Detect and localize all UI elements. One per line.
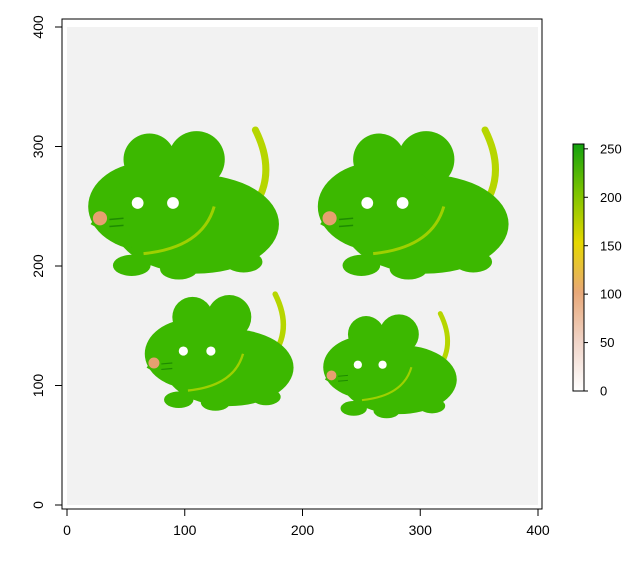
mouse-foot-1 (342, 254, 381, 276)
legend-tick-label: 250 (600, 141, 622, 156)
x-tick-label: 200 (291, 522, 315, 538)
y-tick-label: 0 (30, 501, 46, 509)
mouse-snout (90, 182, 132, 248)
mouse-2 (317, 126, 509, 280)
legend-tick-label: 200 (600, 190, 622, 205)
mouse-foot-3 (418, 398, 446, 414)
mouse-snout (320, 182, 362, 248)
mouse-collar (361, 366, 413, 402)
mouse-1 (88, 126, 279, 280)
mouse-eye-1 (178, 346, 188, 356)
legend-tick-label: 150 (600, 238, 622, 253)
mouse-foot-2 (373, 403, 400, 419)
mouse-foot-3 (454, 251, 493, 273)
x-axis: 0 100 200 300 400 (63, 508, 550, 538)
legend-tick-label: 100 (600, 287, 622, 302)
mouse-whisker-2 (338, 217, 354, 221)
mouse-4 (323, 311, 457, 419)
mouse-eye-2 (206, 346, 216, 356)
mouse-foot-2 (160, 258, 198, 280)
mouse-whisker-2 (161, 362, 173, 365)
mouse-eye-1 (361, 197, 374, 209)
mouse-foot-2 (389, 258, 428, 280)
legend-tick-label: 0 (600, 384, 607, 399)
x-tick-label: 300 (409, 522, 433, 538)
plot-area (61, 18, 543, 510)
mouse-eye-1 (353, 360, 362, 369)
y-tick-label: 300 (30, 135, 46, 159)
mouse-nose (148, 357, 160, 369)
mouse-whisker-2 (338, 374, 348, 377)
mouse-foot-2 (200, 394, 231, 411)
mouse-foot-1 (112, 254, 151, 276)
mouse-foot-3 (224, 251, 263, 273)
color-legend: 0 50 100 150 200 250 (572, 141, 622, 399)
mouse-eye-2 (378, 360, 387, 369)
mouse-eye-2 (396, 197, 409, 209)
mouse-3 (144, 291, 294, 411)
x-tick-label: 400 (526, 522, 550, 538)
mouse-foot-1 (340, 400, 367, 416)
mouse-foot-3 (251, 388, 281, 406)
mouse-collar (143, 206, 216, 256)
x-tick-label: 100 (173, 522, 197, 538)
y-tick-label: 100 (30, 374, 46, 398)
mouse-whisker-1 (161, 367, 173, 370)
mouse-foot-1 (164, 391, 194, 408)
y-axis: 0 100 200 300 400 (30, 15, 63, 509)
y-tick-label: 400 (30, 15, 46, 39)
mouse-snout (146, 335, 179, 386)
legend-tick-label: 50 (600, 335, 614, 350)
mouse-eye-2 (167, 197, 179, 209)
mouse-whisker-2 (109, 217, 124, 221)
mouse-whisker-1 (109, 224, 124, 228)
legend-colorbar (572, 143, 585, 392)
y-tick-label: 200 (30, 254, 46, 278)
mouse-whisker-1 (338, 379, 348, 382)
mouse-eye-1 (131, 197, 144, 209)
mouse-whisker-1 (338, 224, 354, 228)
x-tick-label: 0 (63, 522, 71, 538)
mouse-nose (326, 370, 337, 381)
mouse-nose (92, 211, 108, 226)
mouse-collar (373, 206, 446, 256)
mouse-nose (322, 211, 337, 226)
mouse-snout (324, 350, 354, 397)
mouse-collar (187, 353, 245, 392)
